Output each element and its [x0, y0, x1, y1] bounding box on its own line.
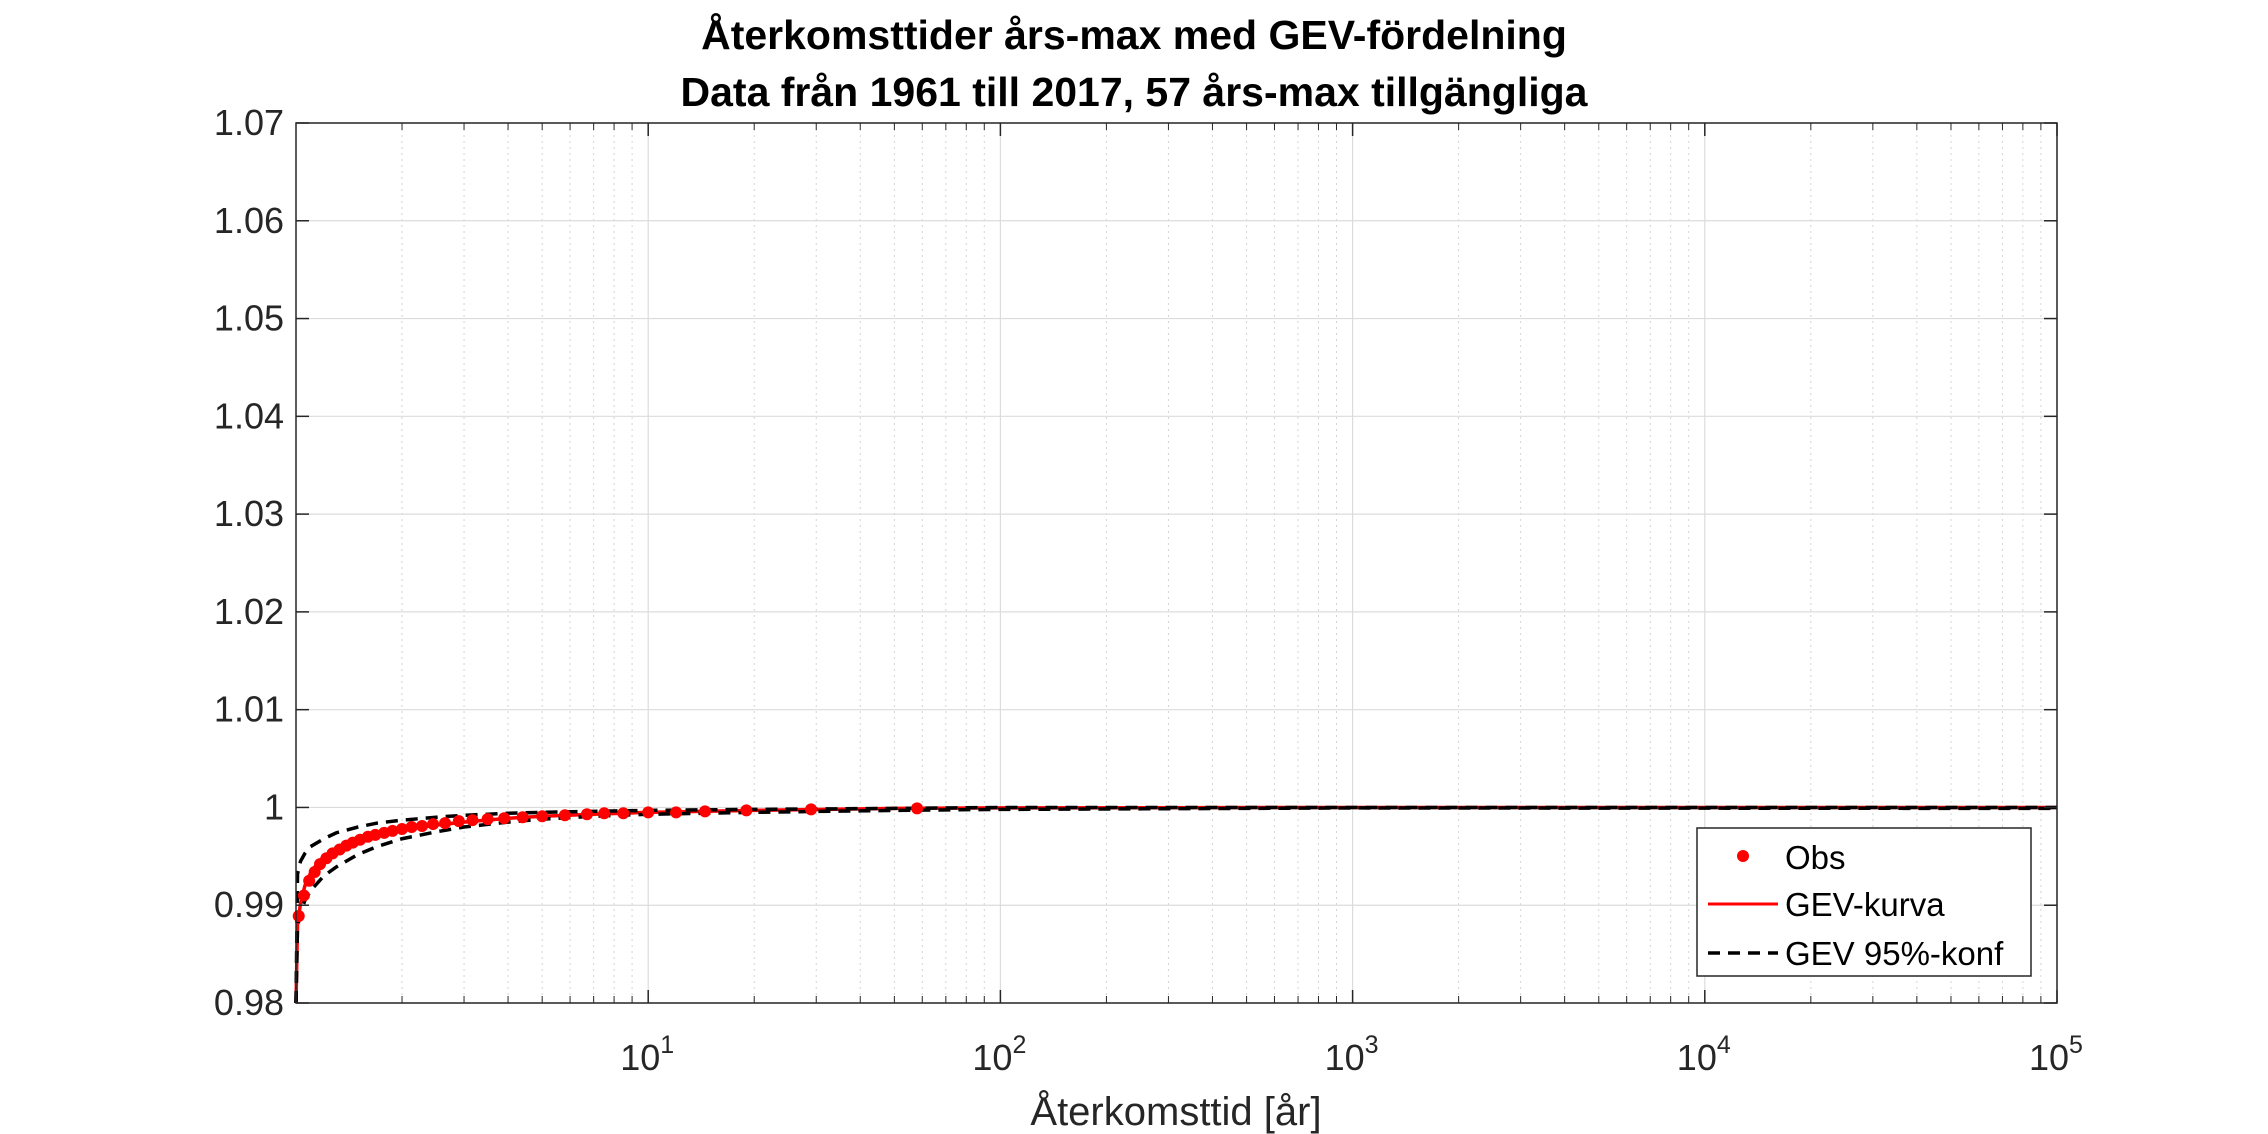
y-tick-label: 1.03 [214, 493, 284, 534]
x-tick-label: 103 [1325, 1031, 1379, 1078]
obs-point [405, 821, 418, 833]
x-axis-label: Återkomsttid [år] [1030, 1089, 1321, 1134]
x-tick-label: 101 [620, 1031, 674, 1078]
obs-point [297, 889, 310, 902]
obs-point [911, 802, 924, 815]
obs-point [516, 811, 529, 824]
series-layer [292, 802, 2058, 1004]
y-tick-label: 1.01 [214, 689, 284, 730]
obs-point [598, 807, 611, 820]
y-tick-label: 0.99 [214, 884, 284, 925]
obs-point [303, 874, 316, 887]
obs-point [740, 804, 753, 817]
obs-point [536, 810, 549, 823]
y-tick-label: 1.05 [214, 298, 284, 339]
obs-point [642, 806, 655, 819]
axes-box [295, 122, 2058, 1004]
y-tick-label: 1.04 [214, 395, 284, 436]
obs-point [699, 805, 712, 818]
y-tick-label: 1.07 [214, 102, 284, 143]
obs-point [466, 814, 479, 827]
legend-marker-obs [1737, 850, 1749, 862]
legend-label-gev-kurva: GEV-kurva [1785, 886, 1945, 923]
legend: Obs GEV-kurva GEV 95%-konf [1696, 827, 2032, 977]
x-tick-labels: 101 102 103 104 105 [620, 1031, 2083, 1078]
chart-title-line-2: Data från 1961 till 2017, 57 års-max til… [681, 69, 1589, 115]
obs-point [396, 822, 409, 835]
obs-point [439, 817, 452, 830]
obs-point [498, 812, 511, 825]
gev-confidence-line [294, 805, 2057, 1004]
chart-title-line-1: Återkomsttider års-max med GEV-fördelnin… [701, 12, 1567, 58]
tick-marks [296, 122, 2058, 1004]
obs-point [580, 808, 593, 821]
x-tick-label: 105 [2029, 1031, 2083, 1078]
obs-point [292, 909, 305, 922]
obs-point [452, 815, 465, 828]
legend-label-obs: Obs [1785, 839, 1846, 876]
obs-point [670, 806, 683, 819]
x-tick-label: 102 [972, 1031, 1026, 1078]
y-tick-label: 1.02 [214, 591, 284, 632]
y-tick-label: 0.98 [214, 982, 284, 1023]
y-tick-label: 1 [264, 786, 284, 827]
obs-point [558, 809, 571, 822]
obs-point [617, 807, 630, 820]
legend-label-gev-konf: GEV 95%-konf [1785, 935, 2004, 972]
y-tick-label: 1.06 [214, 200, 284, 241]
obs-point [805, 803, 818, 816]
obs-point [427, 818, 440, 831]
obs-point [386, 824, 399, 837]
y-tick-labels: 0.98 0.99 1 1.01 1.02 1.03 1.04 1.05 1.06 1.07 [214, 102, 284, 1023]
x-tick-label: 104 [1677, 1031, 1731, 1078]
obs-point [416, 820, 429, 833]
obs-point [481, 813, 494, 826]
